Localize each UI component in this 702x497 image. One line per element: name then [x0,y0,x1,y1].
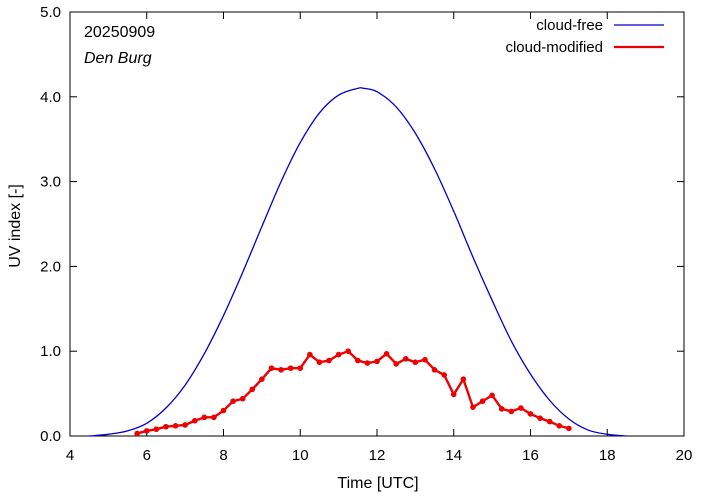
plot-border [69,11,685,437]
legend: cloud-free cloud-modified [505,17,664,56]
data-point [134,430,140,437]
y-tick-label: 1.0 [40,343,61,360]
data-point [374,358,380,365]
x-tick-label: 10 [292,447,309,464]
data-point [479,398,486,405]
data-point [307,351,313,358]
y-axis-title: UV index [-] [7,184,24,268]
data-point [249,386,256,393]
data-point [268,365,275,371]
x-tick-label: 8 [219,447,227,464]
y-tick-label: 4.0 [40,89,61,106]
data-point [383,350,390,357]
data-point [191,417,198,424]
series-cloud-free [89,87,627,437]
data-point [450,391,457,398]
data-point [326,357,332,364]
data-point [412,359,419,366]
data-point [566,425,572,432]
data-point [211,414,217,421]
data-point [172,423,179,429]
y-tick-label: 5.0 [40,4,61,21]
data-point [287,365,294,371]
data-point [537,415,543,421]
data-point [297,365,304,371]
data-point [153,426,160,433]
data-point [355,357,361,364]
data-point [489,392,495,399]
data-point [431,367,438,373]
y-tick-label: 0.0 [40,428,61,445]
data-point [402,356,409,362]
x-tick-label: 20 [676,447,693,464]
x-axis: 4 6 8 10 12 14 16 18 20 [66,12,693,464]
data-point [143,428,150,434]
series-cloud-modified [134,348,572,437]
data-point [556,423,563,429]
x-tick-label: 4 [66,447,74,464]
data-point [316,359,323,366]
data-point [230,398,236,405]
data-point [182,422,188,428]
data-point [498,406,505,412]
data-point [201,414,208,421]
data-point [546,418,553,425]
x-tick-label: 14 [445,447,462,464]
data-point [239,395,246,402]
data-point [470,404,476,410]
y-axis: 0.0 1.0 2.0 3.0 4.0 5.0 [40,4,684,445]
data-point [422,356,428,363]
x-axis-title: Time [UTC] [337,475,418,492]
x-tick-label: 16 [522,447,539,464]
data-point [441,372,447,378]
data-point [345,348,352,355]
data-point [518,405,524,411]
date-annotation: 20250909 [84,24,155,41]
data-point [335,351,342,358]
data-point [364,360,371,366]
data-point [278,367,284,373]
plot-frame [69,11,685,437]
x-tick-label: 6 [143,447,151,464]
data-point [460,376,467,382]
data-point [527,411,534,417]
station-annotation: Den Burg [84,50,152,67]
data-point [220,407,227,414]
data-point [163,423,169,430]
data-point [393,361,399,367]
series-line-cloud-free [89,87,627,437]
series-line-cloud-modified [136,350,570,435]
data-point [508,408,515,415]
y-tick-label: 2.0 [40,258,61,275]
legend-label-cloud-modified: cloud-modified [505,39,603,56]
series-layer [89,87,627,437]
x-tick-label: 18 [599,447,616,464]
x-tick-label: 12 [369,447,386,464]
y-tick-label: 3.0 [40,174,61,191]
legend-label-cloud-free: cloud-free [536,17,603,34]
data-point [259,376,265,382]
